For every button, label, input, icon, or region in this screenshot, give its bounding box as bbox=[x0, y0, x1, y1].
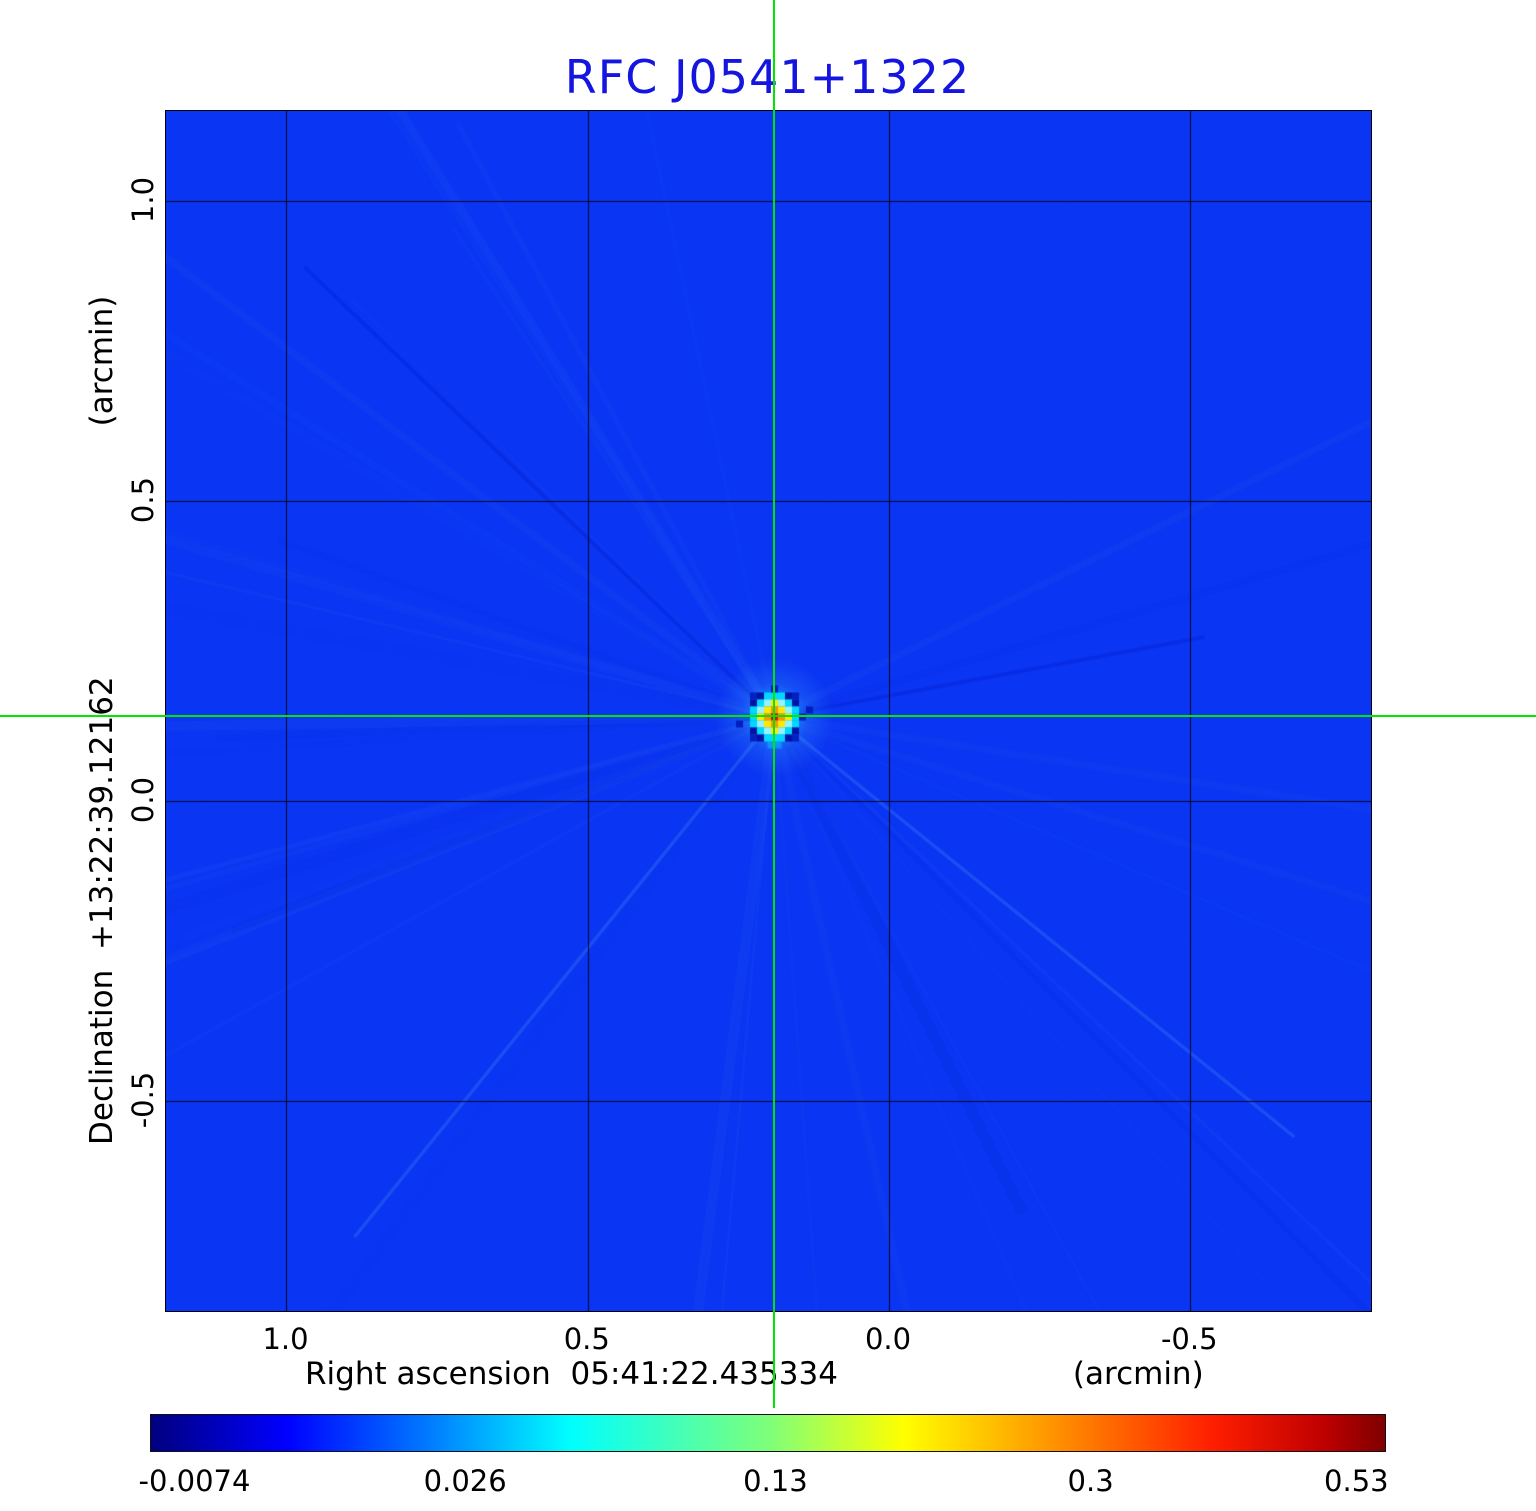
y-axis-value: +13:22:39.12162 bbox=[84, 676, 120, 951]
y-axis-gap bbox=[84, 950, 120, 970]
crosshair-horizontal-line bbox=[0, 715, 1536, 717]
sky-map-canvas bbox=[166, 111, 1371, 1311]
colorbar-tick-2: 0.13 bbox=[743, 1464, 808, 1498]
x-axis-unit: (arcmin) bbox=[1072, 1356, 1204, 1392]
x-axis-gap bbox=[551, 1356, 571, 1392]
y-tick-0.5: 0.5 bbox=[126, 476, 160, 524]
colorbar-tick-3: 0.3 bbox=[1067, 1464, 1114, 1498]
colorbar-tick-1: 0.026 bbox=[423, 1464, 507, 1498]
figure-title: RFC J0541+1322 bbox=[564, 50, 971, 104]
colorbar-tick-0: -0.0074 bbox=[138, 1464, 251, 1498]
y-axis-name: Declination bbox=[84, 969, 120, 1145]
sky-map bbox=[165, 110, 1372, 1312]
x-tick-0.5: 0.5 bbox=[563, 1322, 610, 1356]
x-axis-label: Right ascension 05:41:22.435334 (arcmin) bbox=[165, 1352, 1370, 1396]
x-axis-name: Right ascension bbox=[305, 1356, 551, 1392]
colorbar bbox=[150, 1414, 1386, 1452]
y-tick-0.0: 0.0 bbox=[126, 776, 160, 824]
y-tick-1.0: 1.0 bbox=[126, 176, 160, 224]
x-tick--0.5: -0.5 bbox=[1160, 1322, 1218, 1356]
y-axis-label: Declination +13:22:39.12162 (arcmin) bbox=[80, 110, 124, 1310]
crosshair-vertical-line bbox=[772, 0, 775, 1408]
y-axis-unit: (arcmin) bbox=[84, 295, 120, 427]
y-tick--0.5: -0.5 bbox=[126, 1071, 160, 1129]
x-tick-1.0: 1.0 bbox=[262, 1322, 309, 1356]
colorbar-tick-4: 0.53 bbox=[1324, 1464, 1389, 1498]
x-tick-0.0: 0.0 bbox=[864, 1322, 912, 1356]
x-axis-value: 05:41:22.435334 bbox=[570, 1356, 838, 1392]
